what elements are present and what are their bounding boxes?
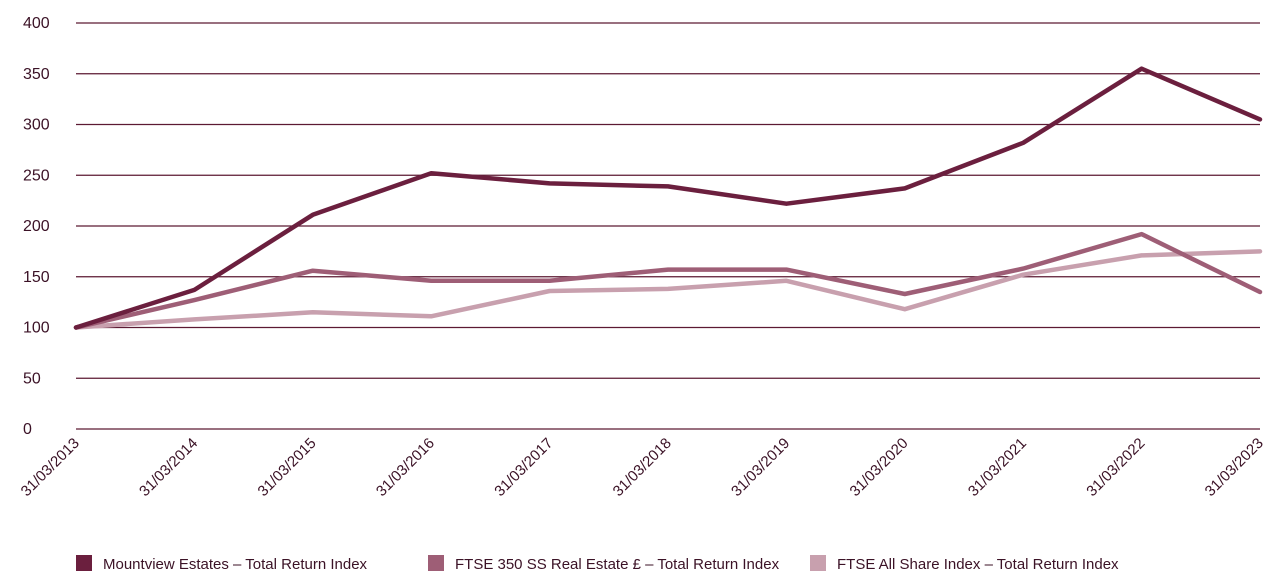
x-axis-ticks: 31/03/2013 31/03/2014 31/03/2015 31/03/2016…	[18, 435, 1266, 500]
y-tick-label: 100	[23, 320, 50, 337]
x-tick-label: 31/03/2023	[1202, 435, 1266, 500]
legend-swatch	[810, 555, 826, 571]
series-lines	[76, 69, 1260, 328]
series-line-1	[76, 234, 1260, 327]
y-tick-label: 0	[23, 421, 32, 438]
x-tick-label: 31/03/2022	[1083, 435, 1148, 500]
x-tick-label: 31/03/2021	[965, 435, 1030, 500]
x-tick-label: 31/03/2016	[373, 435, 438, 500]
y-tick-label: 400	[23, 15, 50, 32]
y-tick-label: 200	[23, 218, 50, 235]
x-tick-label: 31/03/2017	[491, 435, 556, 500]
y-tick-label: 150	[23, 269, 50, 286]
x-tick-label: 31/03/2018	[610, 435, 675, 500]
legend-swatch	[428, 555, 444, 571]
legend-label: Mountview Estates – Total Return Index	[103, 556, 368, 573]
series-line-2	[76, 251, 1260, 327]
x-tick-label: 31/03/2014	[136, 435, 201, 500]
y-tick-label: 250	[23, 167, 50, 184]
x-tick-label: 31/03/2015	[255, 435, 320, 500]
legend: Mountview Estates – Total Return Index FT…	[76, 555, 1119, 573]
y-tick-label: 300	[23, 117, 50, 134]
x-tick-label: 31/03/2020	[847, 435, 912, 500]
legend-label: FTSE All Share Index – Total Return Inde…	[837, 556, 1119, 573]
y-tick-label: 50	[23, 370, 41, 387]
gridlines	[76, 23, 1260, 429]
y-axis-ticks: 0 50 100 150 200 250 300 350 400	[23, 15, 50, 438]
y-tick-label: 350	[23, 66, 50, 83]
legend-swatch	[76, 555, 92, 571]
x-tick-label: 31/03/2019	[728, 435, 793, 500]
x-tick-label: 31/03/2013	[18, 435, 83, 500]
legend-label: FTSE 350 SS Real Estate £ – Total Return…	[455, 556, 780, 573]
